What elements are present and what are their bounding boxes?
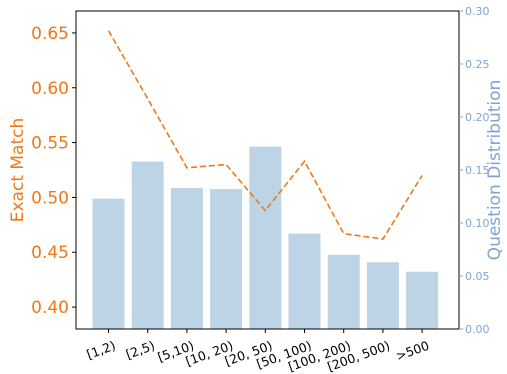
bar (366, 262, 399, 329)
bar (327, 254, 360, 329)
right-axis: 0.00 0.05 0.10 0.15 0.20 0.25 0.30 (459, 5, 490, 336)
left-tick-label: 0.60 (31, 79, 69, 99)
bar (406, 271, 439, 329)
left-tick-label: 0.55 (31, 134, 69, 154)
left-axis-title: Exact Match (8, 118, 28, 223)
line-layer (107, 30, 423, 240)
left-tick-label: 0.45 (31, 243, 69, 263)
bar (249, 146, 282, 329)
x-tick-label: [1,2) (85, 338, 118, 362)
x-tick-label: >500 (394, 338, 431, 364)
bar (170, 188, 203, 329)
bar (92, 198, 125, 329)
left-axis: 0.40 0.45 0.50 0.55 0.60 0.65 (31, 24, 76, 318)
right-tick-label: 0.05 (465, 270, 490, 283)
right-tick-label: 0.15 (465, 164, 490, 177)
x-axis: [1,2) [2,5)[5,10)[10, 20)[20, 50)[50, 100… (85, 329, 431, 374)
left-tick-label: 0.65 (31, 24, 69, 44)
bar (210, 189, 243, 329)
exact-match-line (107, 30, 423, 240)
x-tick-label: [2,5) (124, 338, 157, 362)
bar (288, 233, 321, 329)
right-tick-label: 0.30 (465, 5, 490, 18)
right-tick-label: 0.00 (465, 323, 490, 336)
right-tick-label: 0.10 (465, 217, 490, 230)
left-tick-label: 0.50 (31, 188, 69, 208)
bars-layer (92, 146, 439, 329)
right-axis-title: Question Distribution (485, 80, 505, 261)
bar (131, 161, 164, 329)
right-tick-label: 0.20 (465, 111, 490, 124)
left-tick-label: 0.40 (31, 298, 69, 318)
right-tick-label: 0.25 (465, 58, 490, 71)
